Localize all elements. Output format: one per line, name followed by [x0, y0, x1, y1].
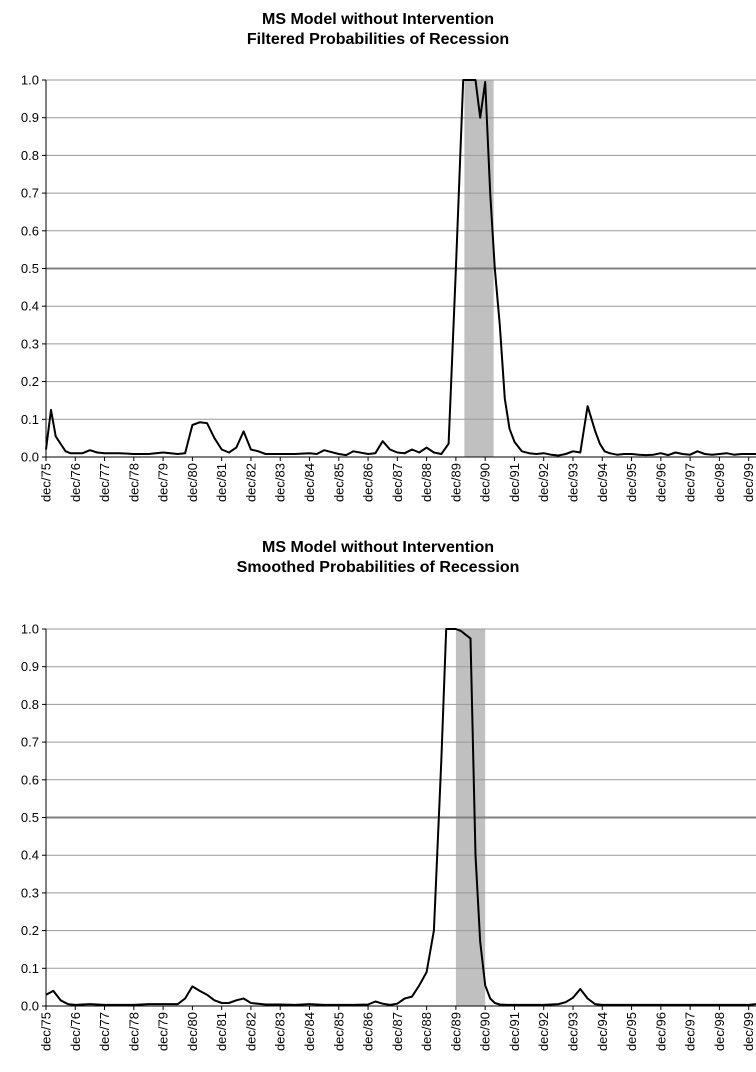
x-tick-label: dec/87	[390, 463, 405, 502]
x-tick-label: dec/76	[68, 1012, 83, 1051]
x-tick-label: dec/79	[156, 463, 171, 502]
y-tick-label: 1.0	[21, 622, 39, 637]
x-tick-label: dec/80	[185, 463, 200, 502]
y-tick-label: 0.1	[21, 961, 39, 976]
filtered-probabilities-chart: 0.0 0.1 0.2 0.3 0.4 0.5 0.6 0.7 0.8 0.9 1.0 dec/75 d…	[21, 73, 756, 502]
x-tick-label: dec/87	[390, 1012, 405, 1051]
x-tick-label: dec/99	[741, 1012, 756, 1051]
probability-line	[45, 79, 756, 457]
y-tick-label: 0.4	[21, 299, 39, 314]
chart-1-subtitle: Filtered Probabilities of Recession	[246, 31, 510, 48]
x-tick-label: dec/84	[302, 463, 317, 502]
y-tick-label: 0.9	[21, 659, 39, 674]
x-tick-label: dec/82	[243, 1012, 258, 1051]
x-tick-label: dec/93	[566, 1012, 581, 1051]
y-tick-label: 1.0	[21, 73, 39, 88]
y-tick-label: 0.0	[21, 450, 39, 465]
x-tick-label: dec/90	[478, 463, 493, 502]
x-tick-label: dec/75	[39, 463, 54, 502]
y-tick-label: 0.4	[21, 848, 39, 863]
x-tick-label: dec/99	[741, 463, 756, 502]
x-tick-label: dec/98	[712, 463, 727, 502]
x-tick-label: dec/86	[361, 1012, 376, 1051]
x-tick-label: dec/95	[624, 1012, 639, 1051]
smoothed-probabilities-chart: 0.0 0.1 0.2 0.3 0.4 0.5 0.6 0.7 0.8 0.9 1.0 dec/75 d…	[21, 622, 756, 1051]
y-tick-label: 0.1	[21, 412, 39, 427]
chart-2-title-block: MS Model without Intervention Smoothed P…	[0, 538, 756, 578]
x-tick-label: dec/94	[595, 1012, 610, 1051]
y-tick-label: 0.9	[21, 110, 39, 125]
y-tick-label: 0.2	[21, 923, 39, 938]
x-tick-label: dec/96	[653, 1012, 668, 1051]
x-tick-label: dec/83	[273, 463, 288, 502]
y-tick-label: 0.2	[21, 374, 39, 389]
x-tick-label: dec/79	[156, 1012, 171, 1051]
y-tick-label: 0.5	[21, 810, 39, 825]
x-tick-label: dec/86	[361, 463, 376, 502]
x-tick-label: dec/75	[39, 1012, 54, 1051]
chart-1-title-block: MS Model without Intervention Filtered P…	[0, 10, 756, 50]
x-tick-label: dec/77	[97, 1012, 112, 1051]
x-tick-label: dec/83	[273, 1012, 288, 1051]
x-tick-label: dec/89	[448, 463, 463, 502]
x-tick-label: dec/84	[302, 1012, 317, 1051]
x-tick-label: dec/92	[536, 463, 551, 502]
x-tick-label: dec/81	[214, 463, 229, 502]
x-tick-label: dec/91	[507, 1012, 522, 1051]
x-tick-label: dec/95	[624, 463, 639, 502]
x-tick-label: dec/96	[653, 463, 668, 502]
x-tick-label: dec/88	[419, 1012, 434, 1051]
y-tick-label: 0.0	[21, 999, 39, 1014]
x-tick-label: dec/81	[214, 1012, 229, 1051]
y-tick-label: 0.3	[21, 336, 39, 351]
x-tick-label: dec/94	[595, 463, 610, 502]
chart-2-title: MS Model without Intervention	[262, 539, 494, 556]
probability-line	[45, 628, 756, 1006]
x-tick-label: dec/80	[185, 1012, 200, 1051]
y-tick-label: 0.7	[21, 735, 39, 750]
y-tick-label: 0.3	[21, 885, 39, 900]
x-tick-label: dec/97	[683, 463, 698, 502]
y-tick-label: 0.6	[21, 223, 39, 238]
x-tick-label: dec/78	[126, 463, 141, 502]
y-tick-label: 0.7	[21, 186, 39, 201]
y-tick-label: 0.6	[21, 772, 39, 787]
x-tick-label: dec/93	[566, 463, 581, 502]
x-tick-label: dec/91	[507, 463, 522, 502]
y-tick-label: 0.8	[21, 697, 39, 712]
y-tick-label: 0.5	[21, 261, 39, 276]
y-tick-label: 0.8	[21, 148, 39, 163]
x-tick-label: dec/90	[478, 1012, 493, 1051]
x-tick-label: dec/85	[331, 1012, 346, 1051]
chart-1-title: MS Model without Intervention	[262, 11, 494, 28]
x-tick-label: dec/77	[97, 463, 112, 502]
x-tick-label: dec/82	[243, 463, 258, 502]
x-tick-label: dec/97	[683, 1012, 698, 1051]
chart-2-subtitle: Smoothed Probabilities of Recession	[236, 559, 520, 576]
x-tick-label: dec/78	[126, 1012, 141, 1051]
x-tick-label: dec/92	[536, 1012, 551, 1051]
x-tick-label: dec/88	[419, 463, 434, 502]
x-tick-label: dec/85	[331, 463, 346, 502]
x-tick-label: dec/89	[448, 1012, 463, 1051]
x-tick-label: dec/76	[68, 463, 83, 502]
x-tick-label: dec/98	[712, 1012, 727, 1051]
